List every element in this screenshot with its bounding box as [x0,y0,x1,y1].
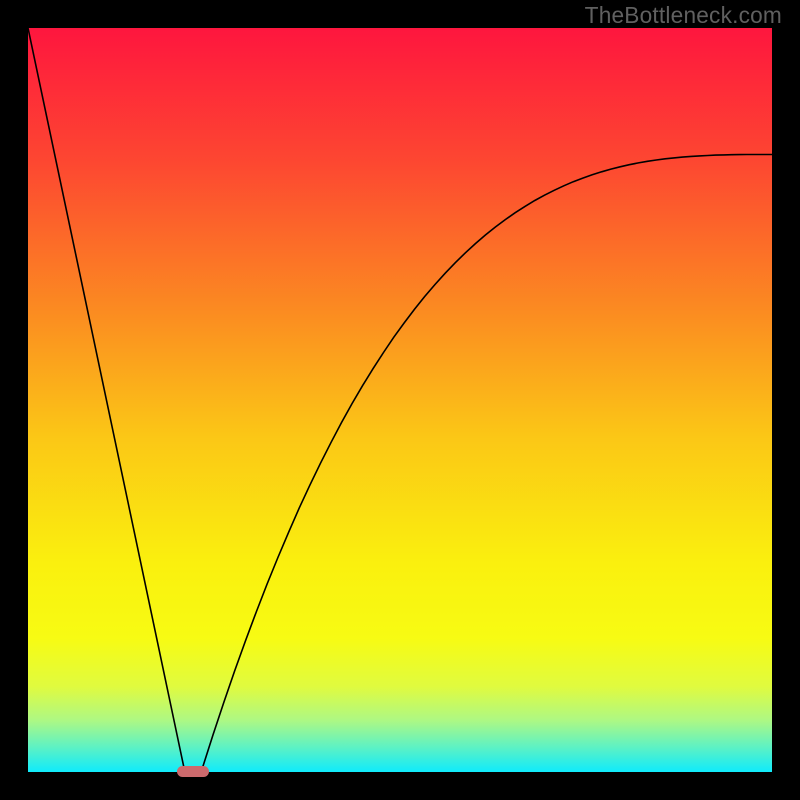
watermark-text: TheBottleneck.com [585,2,782,29]
canvas: TheBottleneck.com [0,0,800,800]
optimal-point-marker [177,766,209,777]
plot-area [28,28,772,772]
